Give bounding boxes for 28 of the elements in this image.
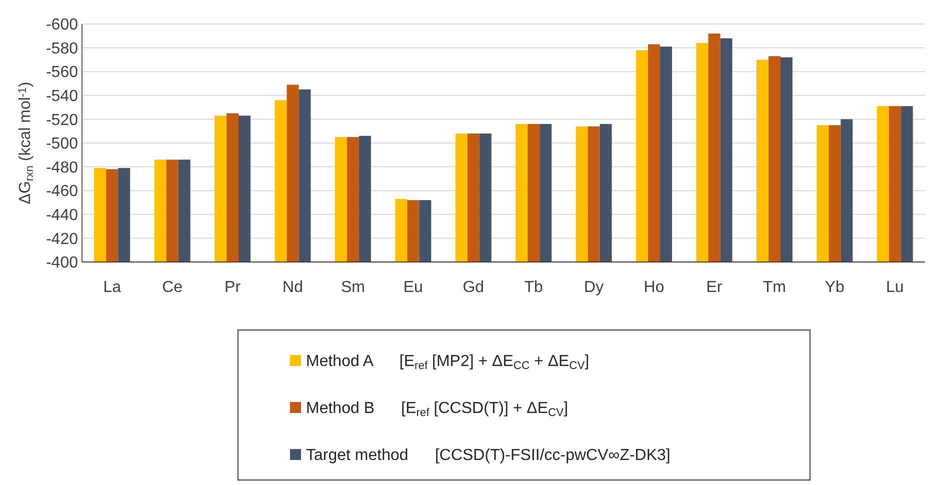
y-tick-label: -540 — [46, 88, 78, 105]
x-tick-label: Sm — [340, 279, 365, 296]
y-tick-label: -520 — [46, 112, 78, 129]
y-tick-label: -440 — [46, 207, 78, 224]
y-tick-label: -400 — [46, 254, 78, 272]
y-tick-label: -480 — [46, 159, 78, 176]
x-tick-label: Gd — [462, 279, 484, 296]
y-tick-label: -600 — [46, 16, 78, 34]
x-tick-label: Ce — [162, 279, 183, 296]
x-tick-label: Pr — [224, 279, 242, 296]
x-tick-label: Er — [706, 279, 723, 296]
legend-label: Target method [CCSD(T)-FSII/cc-pwCV∞Z-DK3] — [306, 447, 670, 464]
x-tick-label: Tm — [762, 279, 786, 296]
x-tick-label: La — [103, 279, 122, 296]
legend-label: Method A [E$_{ref}$ [MP2] + ΔE$_{CC}$ + ΔE$_{CV}$] — [306, 353, 590, 372]
x-tick-label: Nd — [282, 279, 303, 296]
x-tick-label: Eu — [403, 279, 423, 296]
y-tick-label: -580 — [46, 40, 78, 58]
legend-label: Method B [E$_{ref}$ [CCSD(T)] + ΔE$_{CV}$] — [306, 400, 568, 419]
x-tick-label: Ho — [644, 279, 664, 296]
x-tick-label: Tb — [524, 279, 544, 296]
y-tick-label: -460 — [46, 183, 78, 200]
y-tick-label: -500 — [46, 136, 78, 153]
y-tick-label: -420 — [46, 230, 78, 248]
x-tick-label: Yb — [824, 279, 845, 296]
x-tick-label: Lu — [886, 279, 904, 296]
x-tick-label: Dy — [584, 279, 604, 296]
y-tick-label: -560 — [46, 64, 78, 82]
